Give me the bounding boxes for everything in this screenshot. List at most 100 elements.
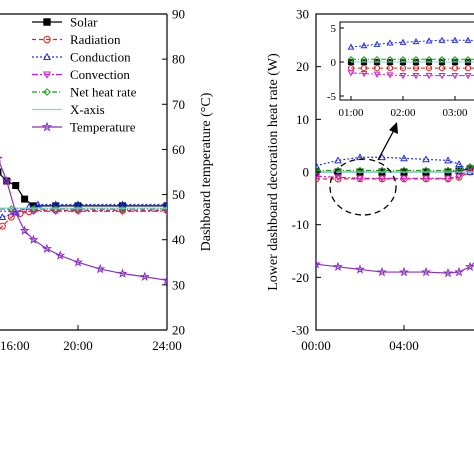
inset-point-radiation-6 xyxy=(425,65,433,72)
inset-x-tick-label-1: 02:00 xyxy=(390,107,416,119)
left-y2-tick-label-1: 30 xyxy=(172,277,185,292)
legend-entry-solar: Solar xyxy=(32,15,98,30)
zoom-arrow-shaft xyxy=(377,129,395,161)
left-point-conduction-12 xyxy=(163,200,167,208)
inset-series-radiation xyxy=(347,65,474,72)
inset-point-convection-5 xyxy=(412,73,420,80)
right-point-convection-0 xyxy=(316,173,320,181)
inset-point-radiation-3 xyxy=(386,65,394,72)
left-y2-tick-label-2: 40 xyxy=(172,232,185,247)
left-point-convection-6 xyxy=(51,208,60,216)
left-y2-tick-label-4: 60 xyxy=(172,142,185,157)
left-point-radiation-6 xyxy=(0,222,6,230)
left-point-temperature-8 xyxy=(19,225,30,235)
right-point-net-heat-rate-3 xyxy=(378,166,386,175)
left-point-temperature-13 xyxy=(95,263,106,274)
right-x-tick-label-1: 04:00 xyxy=(389,338,419,353)
left-point-temperature-14 xyxy=(117,268,128,278)
legend-entry-conduction: Conduction xyxy=(32,50,131,65)
right-series-group xyxy=(316,153,474,278)
right-point-radiation-1 xyxy=(334,175,342,183)
inset-x-tick-label-0: 01:00 xyxy=(338,107,364,119)
right-point-net-heat-rate-4 xyxy=(400,166,408,175)
legend-entry-temperature: Temperature xyxy=(32,120,136,135)
legend-label-solar: Solar xyxy=(70,15,98,30)
right-y-axis-title: Lower dashboard decoration heat rate (W) xyxy=(266,53,281,291)
legend-marker-convection xyxy=(42,71,52,79)
inset-point-convection-1 xyxy=(360,70,368,78)
right-x-tick-label-0: 00:00 xyxy=(301,338,331,353)
right-point-temperature-3 xyxy=(376,266,388,277)
left-point-solar-9 xyxy=(21,195,29,203)
legend-marker-net-heat-rate xyxy=(43,88,51,96)
inset-point-conduction-1 xyxy=(360,42,368,49)
inset-point-convection-7 xyxy=(438,73,446,80)
left-point-conduction-7 xyxy=(25,202,33,210)
left-point-temperature-7 xyxy=(10,207,21,217)
right-point-net-heat-rate-8 xyxy=(466,163,474,171)
right-point-conduction-3 xyxy=(378,153,386,161)
left-y2-tick-label-0: 20 xyxy=(172,323,185,338)
left-y2-tick-label-6: 80 xyxy=(172,52,185,67)
left-line-radiation xyxy=(0,209,167,230)
right-point-net-heat-rate-7 xyxy=(455,166,463,174)
right-point-net-heat-rate-0 xyxy=(316,166,320,175)
inset-point-conduction-5 xyxy=(412,37,420,45)
left-point-conduction-10 xyxy=(74,200,82,208)
inset-point-conduction-2 xyxy=(373,40,381,47)
zoom-arrow-head xyxy=(389,122,398,134)
left-y2-axis-title: Dashboard temperature (°C) xyxy=(199,92,214,251)
inset-y-tick-label-0: 5 xyxy=(331,23,337,35)
inset-point-convection-4 xyxy=(399,73,407,80)
legend-label-radiation: Radiation xyxy=(70,32,121,47)
right-point-conduction-4 xyxy=(400,154,408,162)
left-point-solar-6 xyxy=(0,168,2,176)
right-series-conduction xyxy=(316,153,474,177)
inset-x-tick-label-2: 03:00 xyxy=(442,107,468,119)
right-point-convection-1 xyxy=(334,174,342,182)
right-line-temperature xyxy=(316,262,474,274)
left-point-conduction-6 xyxy=(11,208,20,216)
legend-marker-radiation xyxy=(43,35,51,44)
inset-point-radiation-2 xyxy=(373,65,381,72)
left-point-conduction-5 xyxy=(0,213,7,221)
legend: Solar Radiation Conduction Convection Net he… xyxy=(32,15,137,135)
legend-label-x-axis: X-axis xyxy=(70,102,105,117)
inset-point-radiation-4 xyxy=(399,65,407,72)
right-series-net-heat-rate xyxy=(316,163,474,175)
inset-series-convection xyxy=(347,70,474,80)
right-point-radiation-0 xyxy=(316,175,320,183)
left-point-conduction-11 xyxy=(118,200,127,208)
right-y-tick-label-6: 30 xyxy=(296,7,309,22)
right-point-temperature-5 xyxy=(420,266,432,277)
left-x-tick-label-0: 16:00 xyxy=(0,338,30,353)
inset-point-conduction-0 xyxy=(347,43,355,50)
left-point-temperature-12 xyxy=(72,257,84,267)
right-y-tick-label-4: 10 xyxy=(296,112,309,127)
right-point-convection-2 xyxy=(356,175,364,183)
right-point-temperature-2 xyxy=(354,264,366,274)
legend-entry-net-heat-rate: Net heat rate xyxy=(32,85,137,100)
inset-point-convection-2 xyxy=(373,71,381,78)
inset-point-radiation-8 xyxy=(451,65,459,72)
inset-point-conduction-6 xyxy=(425,37,433,44)
inset-y-tick-label-2: -5 xyxy=(327,91,337,103)
right-point-temperature-7 xyxy=(453,266,465,277)
inset-series-group xyxy=(347,36,474,80)
inset-y-tick-label-1: 0 xyxy=(331,57,337,69)
left-y2-tick-label-5: 70 xyxy=(172,97,185,112)
right-point-temperature-6 xyxy=(442,267,454,278)
legend-label-net-heat-rate: Net heat rate xyxy=(70,85,137,100)
inset-point-conduction-4 xyxy=(399,38,407,45)
left-point-solar-14 xyxy=(163,202,167,210)
right-point-temperature-4 xyxy=(398,266,410,277)
inset-point-conduction-9 xyxy=(464,36,472,43)
left-series-radiation xyxy=(0,206,167,230)
left-point-radiation-14 xyxy=(163,206,167,214)
right-point-convection-3 xyxy=(378,175,386,183)
inset-line-conduction xyxy=(350,39,474,48)
